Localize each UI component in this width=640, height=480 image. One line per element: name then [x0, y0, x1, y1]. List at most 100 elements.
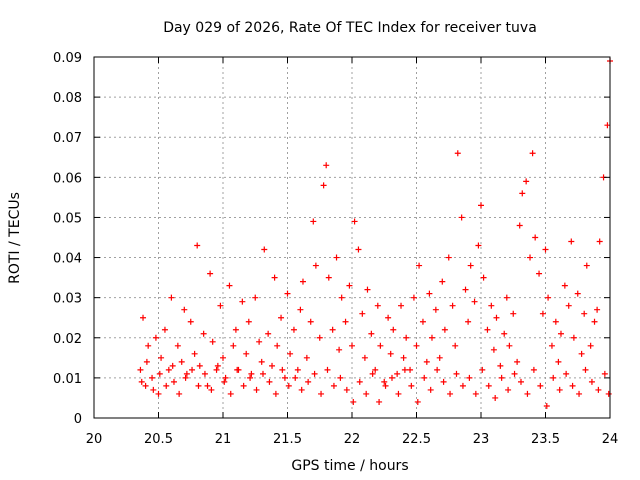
data-point [475, 242, 482, 249]
data-point [561, 282, 568, 289]
data-point [261, 246, 268, 253]
data-point [220, 354, 226, 361]
data-point [569, 382, 576, 389]
data-point [187, 318, 194, 325]
data-point [550, 374, 557, 381]
data-point [170, 378, 177, 385]
data-point [243, 350, 250, 357]
data-point [419, 318, 426, 325]
data-point [432, 306, 439, 313]
data-point [377, 342, 384, 349]
data-point [182, 374, 189, 381]
y-tick-label: 0.08 [53, 91, 82, 106]
data-point [161, 326, 168, 333]
data-point [410, 294, 417, 301]
data-point [394, 370, 401, 377]
data-point [183, 370, 190, 377]
data-point [485, 382, 492, 389]
data-point [150, 386, 157, 393]
data-point [213, 366, 220, 373]
data-point [400, 354, 407, 361]
data-point [452, 342, 459, 349]
data-point [493, 314, 500, 321]
y-axis-label: ROTI / TECUs [7, 192, 23, 284]
data-point [416, 262, 423, 269]
data-point [156, 370, 163, 377]
data-point [413, 342, 420, 349]
data-point [479, 366, 486, 373]
data-point [596, 238, 603, 245]
data-point [426, 290, 433, 297]
data-point [582, 366, 589, 373]
data-point [543, 402, 550, 409]
data-point [359, 310, 366, 317]
data-point [401, 366, 408, 373]
data-point [221, 378, 228, 385]
data-point [390, 326, 397, 333]
data-point [492, 394, 499, 401]
data-point [168, 294, 175, 301]
data-point [556, 386, 563, 393]
data-point [407, 366, 414, 373]
data-point [299, 278, 306, 285]
data-point [583, 262, 590, 269]
data-point [588, 378, 595, 385]
data-point [536, 270, 543, 277]
data-point [265, 330, 272, 337]
y-tick-label: 0.09 [53, 51, 82, 66]
data-point [143, 358, 150, 365]
data-point [350, 398, 357, 405]
data-point [158, 354, 165, 361]
data-point [222, 374, 229, 381]
data-point [388, 374, 395, 381]
data-point [274, 342, 281, 349]
data-point [505, 386, 512, 393]
data-point [545, 294, 552, 301]
data-point [516, 222, 523, 229]
data-point [447, 390, 454, 397]
data-point [587, 342, 594, 349]
data-point [294, 366, 301, 373]
data-point [484, 326, 491, 333]
x-tick-label: 22 [344, 432, 361, 447]
y-axis-ticks: 0 0.01 0.02 0.03 0.04 0.05 0.06 0.07 0.08 0.09 [53, 51, 610, 427]
data-point [279, 366, 286, 373]
data-point [408, 382, 415, 389]
y-tick-label: 0.05 [53, 211, 82, 226]
data-point [421, 374, 428, 381]
data-point [356, 378, 363, 385]
data-point [234, 366, 241, 373]
x-tick-label: 23.5 [531, 432, 560, 447]
data-point [137, 366, 144, 373]
data-point [459, 382, 466, 389]
data-point [527, 254, 534, 261]
x-axis-label: GPS time / hours [291, 458, 408, 474]
data-point [240, 382, 247, 389]
data-point [318, 390, 325, 397]
data-point [281, 374, 288, 381]
data-point [323, 162, 330, 169]
data-point [272, 390, 279, 397]
data-point [258, 358, 265, 365]
data-point [140, 314, 147, 321]
data-point [595, 386, 602, 393]
data-point [226, 282, 233, 289]
data-point [465, 318, 472, 325]
y-tick-label: 0.02 [53, 332, 82, 347]
x-tick-label: 21 [215, 432, 232, 447]
data-point [510, 310, 517, 317]
data-point [581, 310, 588, 317]
data-point [208, 386, 215, 393]
data-point [398, 302, 405, 309]
data-point [298, 386, 305, 393]
data-point [458, 214, 465, 221]
data-point [555, 358, 562, 365]
data-point [324, 366, 331, 373]
data-point [269, 362, 276, 369]
y-tick-label: 0 [74, 412, 82, 427]
data-point [355, 246, 362, 253]
x-tick-label: 23 [473, 432, 490, 447]
data-point [439, 278, 446, 285]
data-point [336, 346, 343, 353]
data-point [591, 318, 598, 325]
